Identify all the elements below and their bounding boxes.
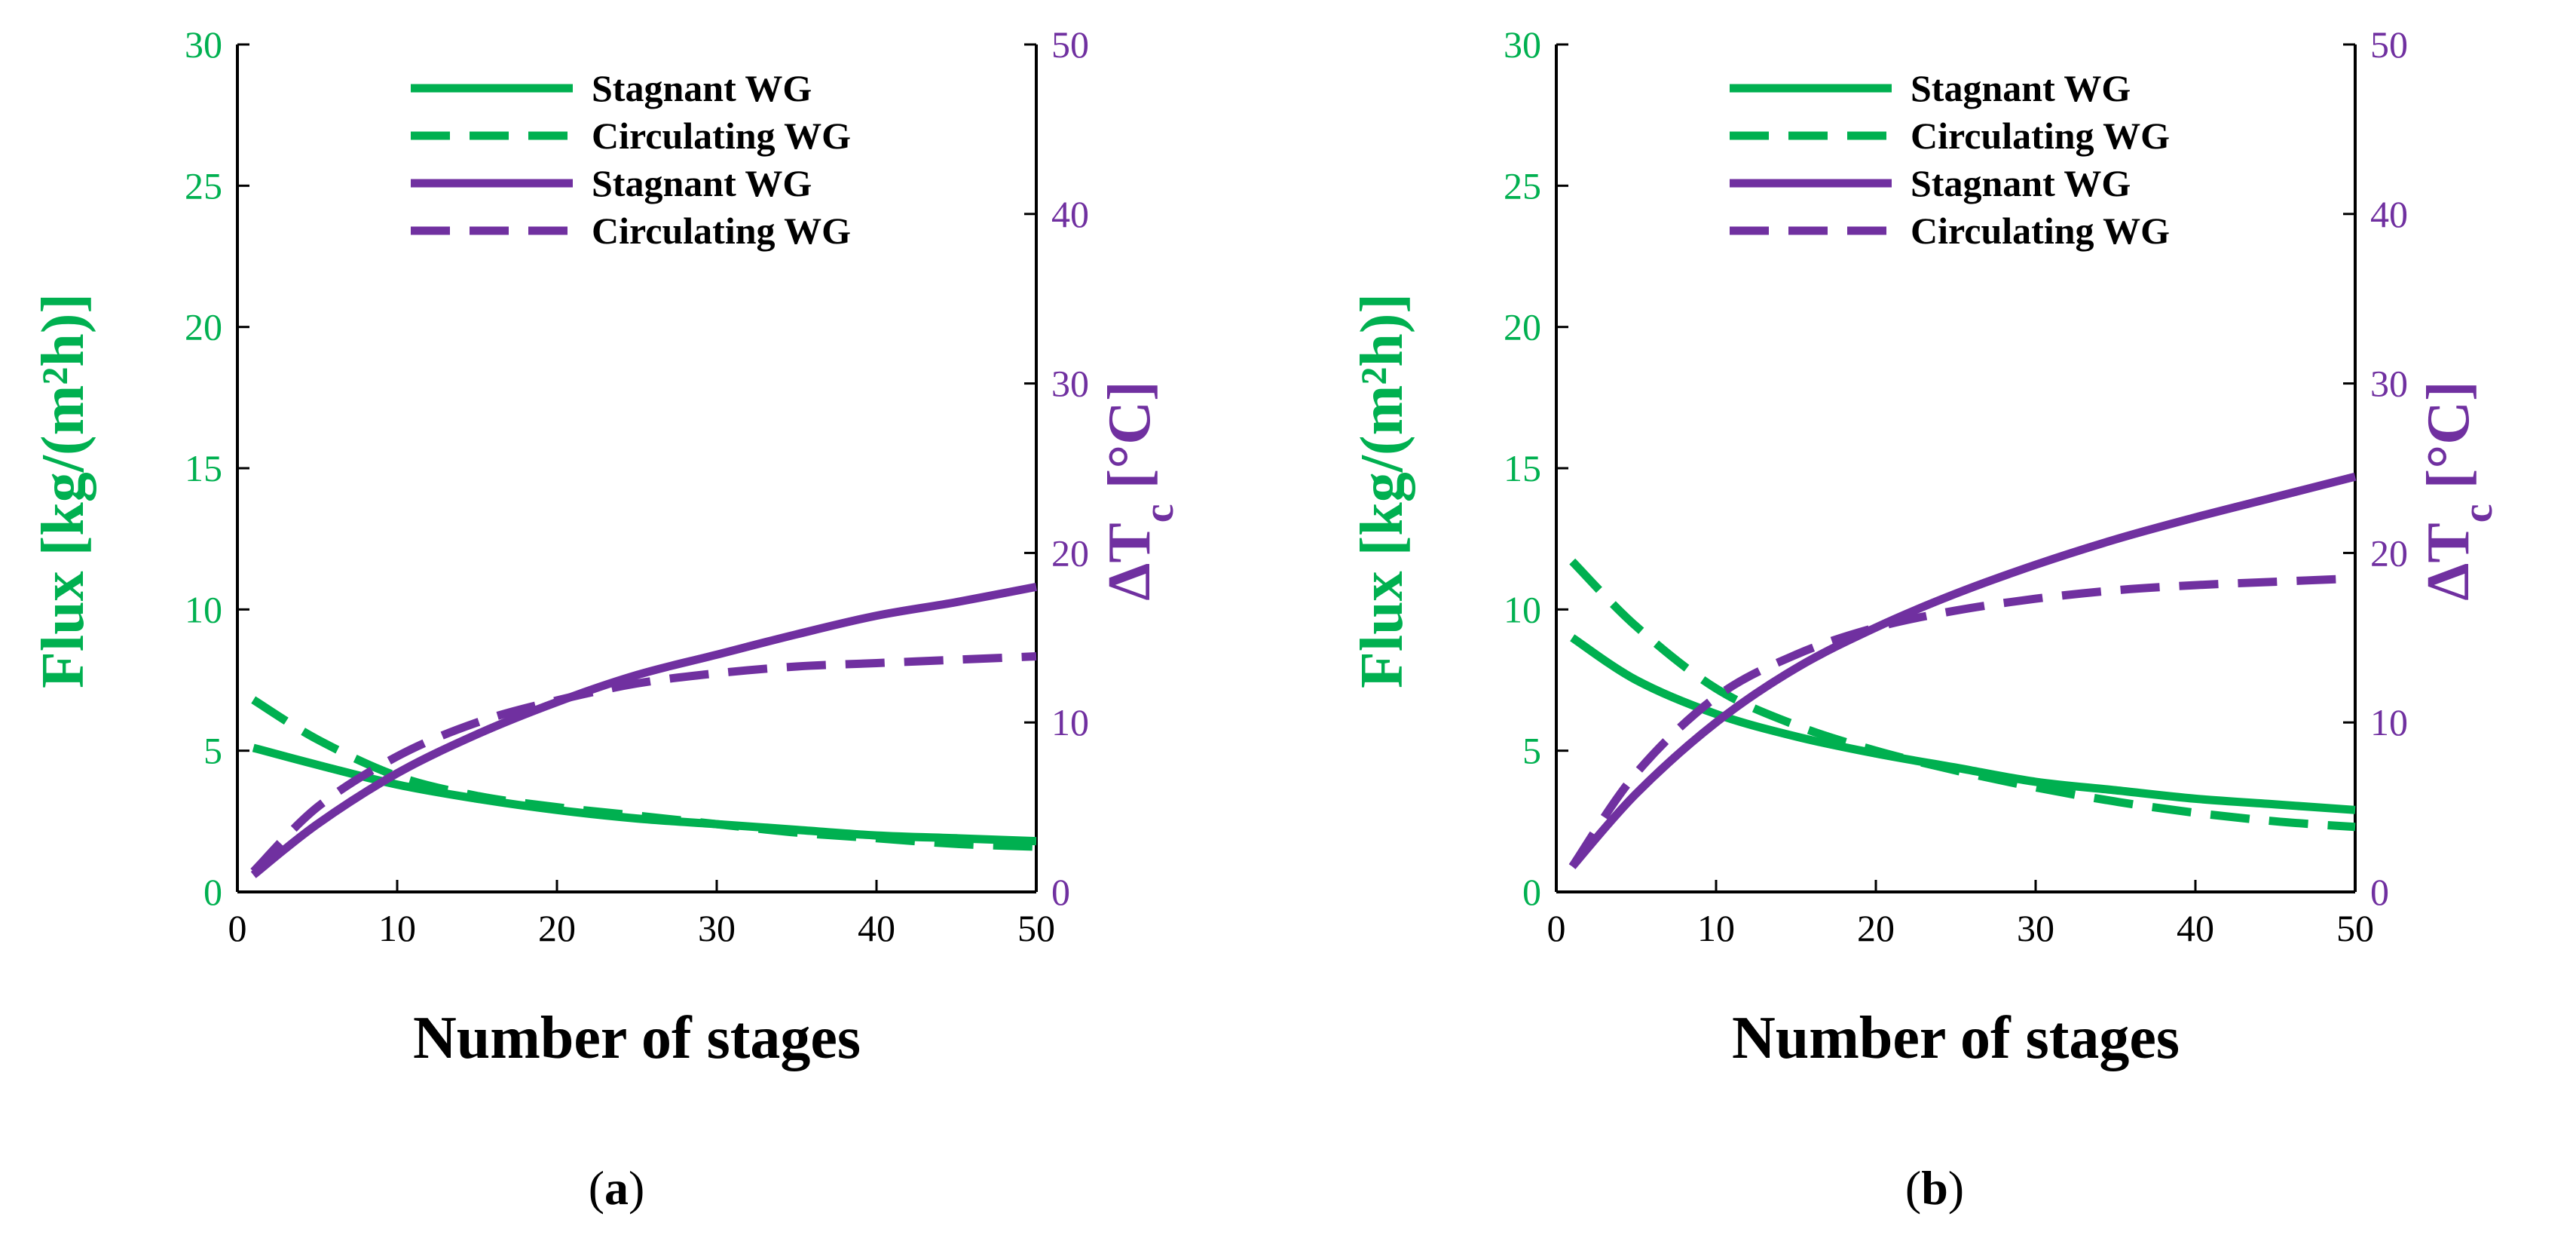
right-tick-label: 20 xyxy=(1051,532,1089,574)
x-tick-label: 50 xyxy=(1017,907,1055,949)
legend-label: Circulating WG xyxy=(1911,115,2170,157)
x-axis-label: Number of stages xyxy=(413,1005,861,1071)
left-tick-label: 20 xyxy=(185,306,222,348)
left-tick-label: 0 xyxy=(203,871,222,913)
legend-label: Circulating WG xyxy=(592,115,851,157)
series-line-dtc-circulating xyxy=(1568,574,2356,869)
series-line-flux-circulating xyxy=(251,696,1037,851)
series-line-dtc-stagnant xyxy=(250,582,1038,878)
x-tick-label: 0 xyxy=(228,907,247,949)
right-axis-label: ΔTc [°C] xyxy=(1097,381,1182,600)
series-line-dtc-circulating xyxy=(250,652,1037,875)
x-tick-label: 10 xyxy=(1697,907,1735,949)
left-tick-label: 25 xyxy=(1504,164,1541,207)
x-tick-label: 30 xyxy=(698,907,736,949)
legend-label: Stagnant WG xyxy=(1911,67,2131,109)
right-tick-label: 50 xyxy=(1051,23,1089,66)
left-tick-label: 15 xyxy=(185,447,222,489)
right-tick-label: 10 xyxy=(1051,701,1089,743)
left-tick-label: 25 xyxy=(185,164,222,207)
left-tick-label: 10 xyxy=(185,588,222,630)
series-line-flux-circulating xyxy=(1569,558,2356,832)
right-tick-label: 0 xyxy=(1051,871,1070,913)
x-tick-label: 50 xyxy=(2336,907,2374,949)
left-tick-label: 0 xyxy=(1522,871,1541,913)
left-axis-label: Flux [kg/(m²h)] xyxy=(30,293,96,688)
legend-label: Circulating WG xyxy=(592,210,851,252)
panel-label: (b) xyxy=(1905,1161,1964,1215)
panel-label: (a) xyxy=(589,1161,645,1215)
right-tick-label: 30 xyxy=(2370,363,2408,405)
right-tick-label: 0 xyxy=(2370,871,2389,913)
right-tick-label: 10 xyxy=(2370,701,2408,743)
left-tick-label: 30 xyxy=(1504,23,1541,66)
series-line-dtc-stagnant xyxy=(1569,472,2357,869)
x-tick-label: 20 xyxy=(1857,907,1895,949)
x-tick-label: 40 xyxy=(2177,907,2214,949)
x-axis-label: Number of stages xyxy=(1732,1005,2180,1071)
left-tick-label: 5 xyxy=(203,730,222,772)
right-tick-label: 40 xyxy=(1051,193,1089,235)
legend-label: Stagnant WG xyxy=(592,67,812,109)
legend-label: Circulating WG xyxy=(1911,210,2170,252)
legend-label: Stagnant WG xyxy=(592,162,812,204)
left-tick-label: 10 xyxy=(1504,588,1541,630)
right-tick-label: 50 xyxy=(2370,23,2408,66)
x-tick-label: 20 xyxy=(538,907,576,949)
left-tick-label: 5 xyxy=(1522,730,1541,772)
right-axis-label: ΔTc [°C] xyxy=(2415,381,2501,600)
left-tick-label: 15 xyxy=(1504,447,1541,489)
legend: Stagnant WG Circulating WG Stagnant WG Circ… xyxy=(1730,67,2170,252)
left-tick-label: 20 xyxy=(1504,306,1541,348)
legend: Stagnant WG Circulating WG Stagnant WG Circ… xyxy=(411,67,851,252)
x-tick-label: 10 xyxy=(378,907,416,949)
right-tick-label: 20 xyxy=(2370,532,2408,574)
x-tick-label: 0 xyxy=(1547,907,1566,949)
legend-label: Stagnant WG xyxy=(1911,162,2131,204)
x-tick-label: 40 xyxy=(858,907,895,949)
right-tick-label: 40 xyxy=(2370,193,2408,235)
x-tick-label: 30 xyxy=(2017,907,2054,949)
right-tick-label: 30 xyxy=(1051,363,1089,405)
left-axis-label: Flux [kg/(m²h)] xyxy=(1349,293,1415,688)
left-tick-label: 30 xyxy=(185,23,222,66)
